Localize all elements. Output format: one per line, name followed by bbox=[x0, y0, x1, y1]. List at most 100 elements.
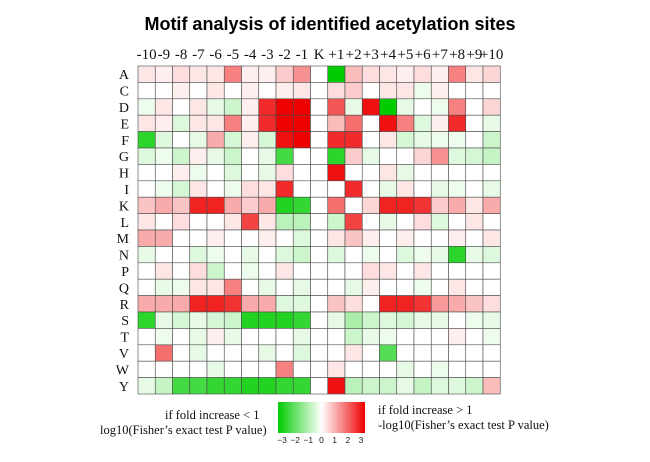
color-scale-tick-label: −3 bbox=[277, 435, 287, 445]
heatmap-cell bbox=[154, 311, 173, 329]
heatmap-cell bbox=[275, 360, 294, 378]
heatmap-cell bbox=[206, 246, 225, 264]
heatmap-cell bbox=[172, 131, 191, 149]
heatmap-cell bbox=[137, 278, 156, 296]
heatmap-cell bbox=[154, 229, 173, 247]
heatmap-cell bbox=[396, 377, 415, 395]
heatmap-cell bbox=[448, 114, 467, 132]
heatmap-cell bbox=[448, 246, 467, 264]
heatmap-cell bbox=[310, 344, 329, 362]
heatmap-cell bbox=[275, 344, 294, 362]
heatmap-cell bbox=[292, 311, 311, 329]
heatmap-cell bbox=[258, 114, 277, 132]
heatmap-cell bbox=[137, 229, 156, 247]
heatmap-cell bbox=[361, 311, 380, 329]
column-label: +6 bbox=[415, 47, 431, 63]
heatmap-cell bbox=[361, 131, 380, 149]
heatmap-cell bbox=[154, 98, 173, 116]
heatmap-cell bbox=[448, 295, 467, 313]
heatmap-cell bbox=[154, 278, 173, 296]
row-label: M bbox=[117, 232, 130, 247]
heatmap-cell bbox=[413, 262, 432, 280]
heatmap-cell bbox=[430, 131, 449, 149]
heatmap-cell bbox=[327, 147, 346, 165]
row-label: G bbox=[119, 150, 129, 165]
heatmap-cell bbox=[344, 196, 363, 214]
heatmap-cell bbox=[310, 98, 329, 116]
heatmap-cell bbox=[258, 147, 277, 165]
heatmap-cell bbox=[241, 295, 260, 313]
heatmap-cell bbox=[292, 360, 311, 378]
heatmap-cell bbox=[154, 164, 173, 182]
heatmap-cell bbox=[137, 180, 156, 198]
heatmap-cell bbox=[327, 344, 346, 362]
heatmap-cell bbox=[361, 262, 380, 280]
heatmap-cell bbox=[241, 229, 260, 247]
heatmap-cell bbox=[137, 131, 156, 149]
heatmap-cell bbox=[430, 98, 449, 116]
heatmap-cell bbox=[482, 262, 501, 280]
heatmap-cell bbox=[241, 98, 260, 116]
heatmap-cell bbox=[482, 164, 501, 182]
heatmap-cell bbox=[344, 344, 363, 362]
heatmap-cell bbox=[137, 246, 156, 264]
heatmap-cell bbox=[241, 360, 260, 378]
heatmap-cell bbox=[482, 213, 501, 231]
column-label: -4 bbox=[244, 47, 257, 63]
heatmap-cell bbox=[292, 246, 311, 264]
heatmap-cell bbox=[223, 131, 242, 149]
heatmap-cell bbox=[327, 164, 346, 182]
heatmap-cell bbox=[430, 65, 449, 83]
heatmap-cell bbox=[413, 295, 432, 313]
heatmap-cell bbox=[258, 213, 277, 231]
legend-right-line2: -log10(Fisher’s exact test P value) bbox=[378, 418, 549, 432]
heatmap-cell bbox=[327, 114, 346, 132]
heatmap-cell bbox=[379, 65, 398, 83]
heatmap-cell bbox=[482, 344, 501, 362]
heatmap-cell bbox=[172, 98, 191, 116]
heatmap-cell bbox=[310, 360, 329, 378]
heatmap-cell bbox=[482, 278, 501, 296]
heatmap-cell bbox=[361, 196, 380, 214]
heatmap-cell bbox=[465, 82, 484, 100]
heatmap-cell bbox=[189, 344, 208, 362]
heatmap-cell bbox=[482, 360, 501, 378]
column-label: +10 bbox=[480, 47, 503, 63]
heatmap-cell bbox=[292, 114, 311, 132]
heatmap-cell bbox=[327, 360, 346, 378]
row-label: I bbox=[124, 183, 129, 198]
heatmap-cell bbox=[344, 328, 363, 346]
color-scale-tick-label: 2 bbox=[345, 435, 350, 445]
heatmap-cell bbox=[172, 229, 191, 247]
color-scale-tick-label: 0 bbox=[319, 435, 324, 445]
heatmap-cell bbox=[430, 229, 449, 247]
heatmap-cell bbox=[396, 180, 415, 198]
heatmap-cell bbox=[206, 360, 225, 378]
heatmap-cell bbox=[310, 246, 329, 264]
heatmap-cell bbox=[379, 82, 398, 100]
heatmap-cell bbox=[154, 196, 173, 214]
heatmap-cell bbox=[465, 196, 484, 214]
heatmap-cell bbox=[275, 114, 294, 132]
heatmap-cell bbox=[396, 131, 415, 149]
heatmap-cell bbox=[430, 164, 449, 182]
heatmap-cell bbox=[396, 213, 415, 231]
column-label: -2 bbox=[278, 47, 291, 63]
heatmap-cell bbox=[189, 328, 208, 346]
heatmap-cell bbox=[275, 82, 294, 100]
heatmap-cell bbox=[223, 65, 242, 83]
heatmap-cell bbox=[172, 164, 191, 182]
color-scale-tick-label: −2 bbox=[290, 435, 300, 445]
heatmap-cell bbox=[258, 278, 277, 296]
heatmap-cell bbox=[154, 360, 173, 378]
heatmap-cell bbox=[258, 377, 277, 395]
heatmap-cell bbox=[292, 295, 311, 313]
heatmap-cell bbox=[430, 180, 449, 198]
heatmap-cell bbox=[189, 131, 208, 149]
heatmap-cell bbox=[258, 262, 277, 280]
row-label: C bbox=[120, 85, 129, 100]
heatmap-cell bbox=[223, 344, 242, 362]
heatmap-cell bbox=[154, 246, 173, 264]
heatmap-cell bbox=[310, 196, 329, 214]
